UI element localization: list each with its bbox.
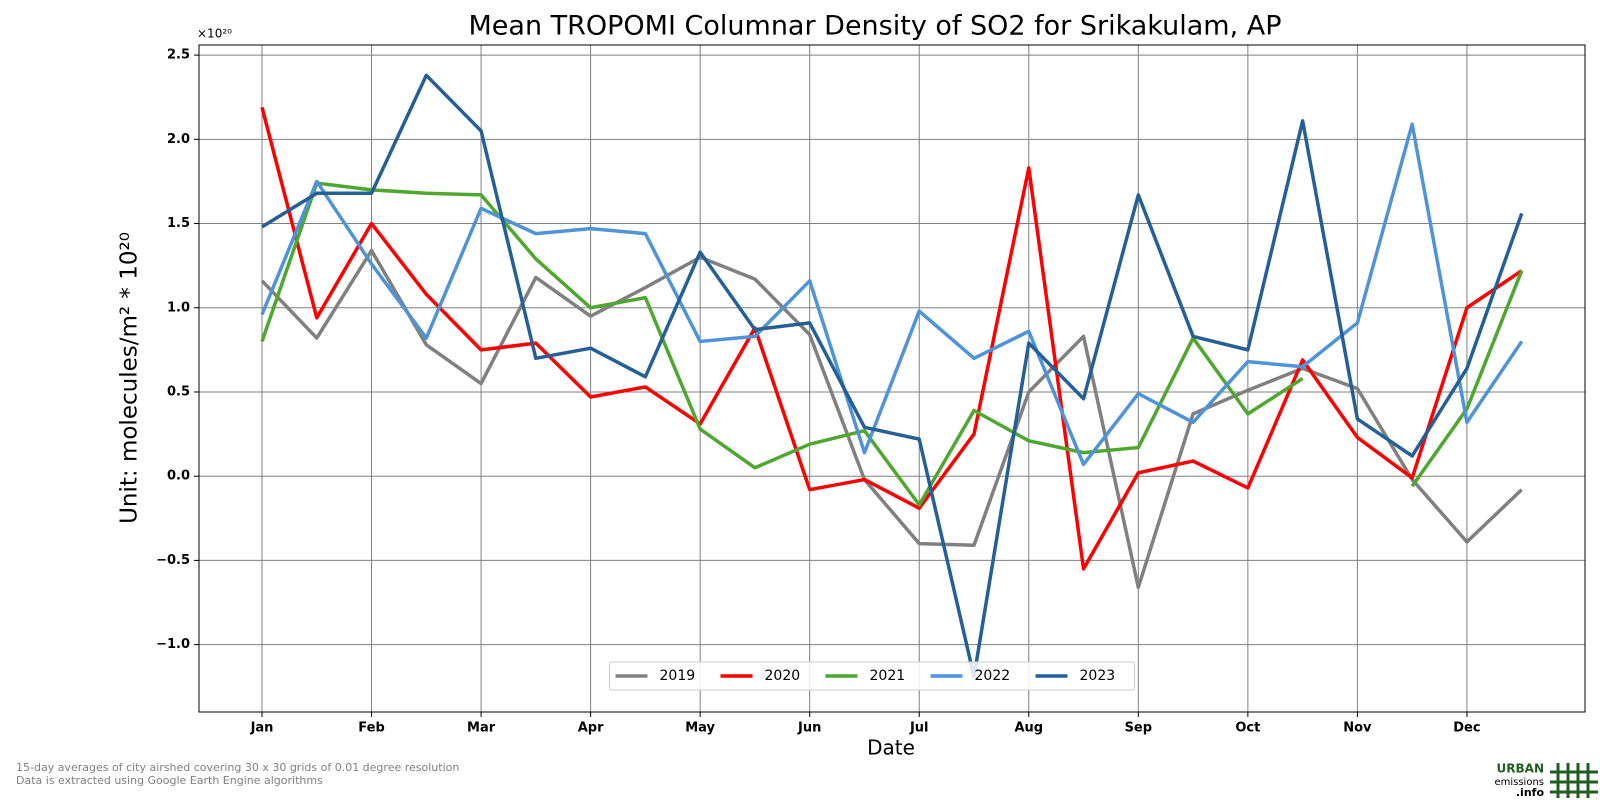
x-tick-label: Jun	[797, 721, 821, 736]
x-tick-label: Feb	[358, 721, 384, 736]
x-tick-label: May	[685, 721, 715, 736]
x-tick-label: Aug	[1014, 721, 1043, 736]
y-multiplier: ×10²⁰	[197, 27, 232, 41]
y-tick-label: 2.5	[167, 48, 190, 63]
logo-text: URBAN	[1497, 762, 1544, 776]
x-tick-label: Sep	[1125, 721, 1153, 736]
series-line	[260, 106, 1523, 571]
plot-frame	[198, 44, 1586, 713]
series-line	[260, 181, 1304, 507]
footnote: Data is extracted using Google Earth Eng…	[16, 774, 323, 787]
y-axis-label: Unit: molecules/m² * 10²⁰	[117, 232, 143, 524]
legend-label: 2023	[1080, 668, 1116, 684]
legend-label: 2020	[765, 668, 801, 684]
logo: URBAN emissions .info	[1494, 762, 1598, 799]
footnote: 15-day averages of city airshed covering…	[16, 761, 459, 774]
x-axis-label: Date	[867, 736, 915, 760]
series-line	[260, 122, 1524, 467]
x-tick-label: Oct	[1235, 721, 1260, 736]
legend-label: 2022	[975, 668, 1011, 684]
logo-text: .info	[1516, 786, 1545, 799]
series-line	[1410, 270, 1524, 488]
legend-box	[609, 661, 1135, 691]
legend-label: 2021	[870, 668, 906, 684]
logo-icon	[1550, 763, 1598, 798]
y-tick-label: 1.0	[167, 300, 190, 315]
x-tick-label: Jul	[909, 721, 929, 736]
x-tick-label: Apr	[578, 721, 604, 736]
x-tick-label: Dec	[1453, 721, 1480, 736]
logo-text: emissions	[1494, 777, 1544, 788]
y-tick-label: 2.0	[167, 132, 190, 147]
chart-title: Mean TROPOMI Columnar Density of SO2 for…	[469, 11, 1282, 42]
series-line	[261, 73, 1524, 679]
y-tick-label: −1.0	[156, 637, 190, 652]
y-tick-label: 0.0	[167, 469, 190, 484]
y-tick-label: 0.5	[167, 384, 190, 399]
y-tick-label: −0.5	[156, 553, 190, 568]
y-tick-label: 1.5	[167, 216, 190, 231]
x-tick-label: Jan	[250, 721, 274, 736]
x-tick-label: Nov	[1343, 721, 1372, 736]
x-tick-label: Mar	[467, 721, 496, 736]
legend-label: 2019	[660, 668, 696, 684]
